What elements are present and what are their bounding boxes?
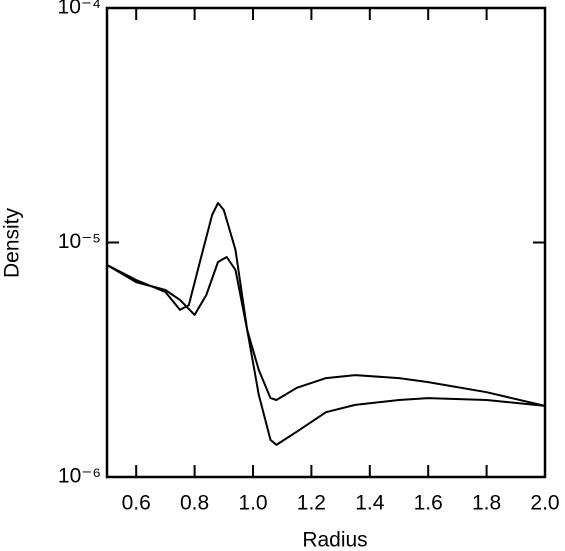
y-axis-label: Density bbox=[1, 207, 24, 278]
x-tick-label: 1.8 bbox=[472, 492, 501, 515]
plot-frame bbox=[105, 6, 547, 479]
x-tick-label: 1.6 bbox=[414, 492, 443, 515]
y-tick-label: 10⁻⁶ bbox=[58, 465, 101, 488]
y-tick-label: 10⁻⁴ bbox=[58, 0, 101, 19]
data-line bbox=[106, 256, 546, 446]
x-tick-label: 1.0 bbox=[238, 492, 267, 515]
y-tick-label: 10⁻⁵ bbox=[58, 230, 101, 253]
x-tick-label: 2.0 bbox=[530, 492, 559, 515]
x-tick-label: 0.8 bbox=[180, 492, 209, 515]
data-line bbox=[106, 202, 546, 407]
x-axis-label: Radius bbox=[302, 529, 367, 551]
x-tick-label: 0.6 bbox=[122, 492, 151, 515]
x-tick-label: 1.2 bbox=[297, 492, 326, 515]
x-tick-label: 1.4 bbox=[355, 492, 385, 515]
